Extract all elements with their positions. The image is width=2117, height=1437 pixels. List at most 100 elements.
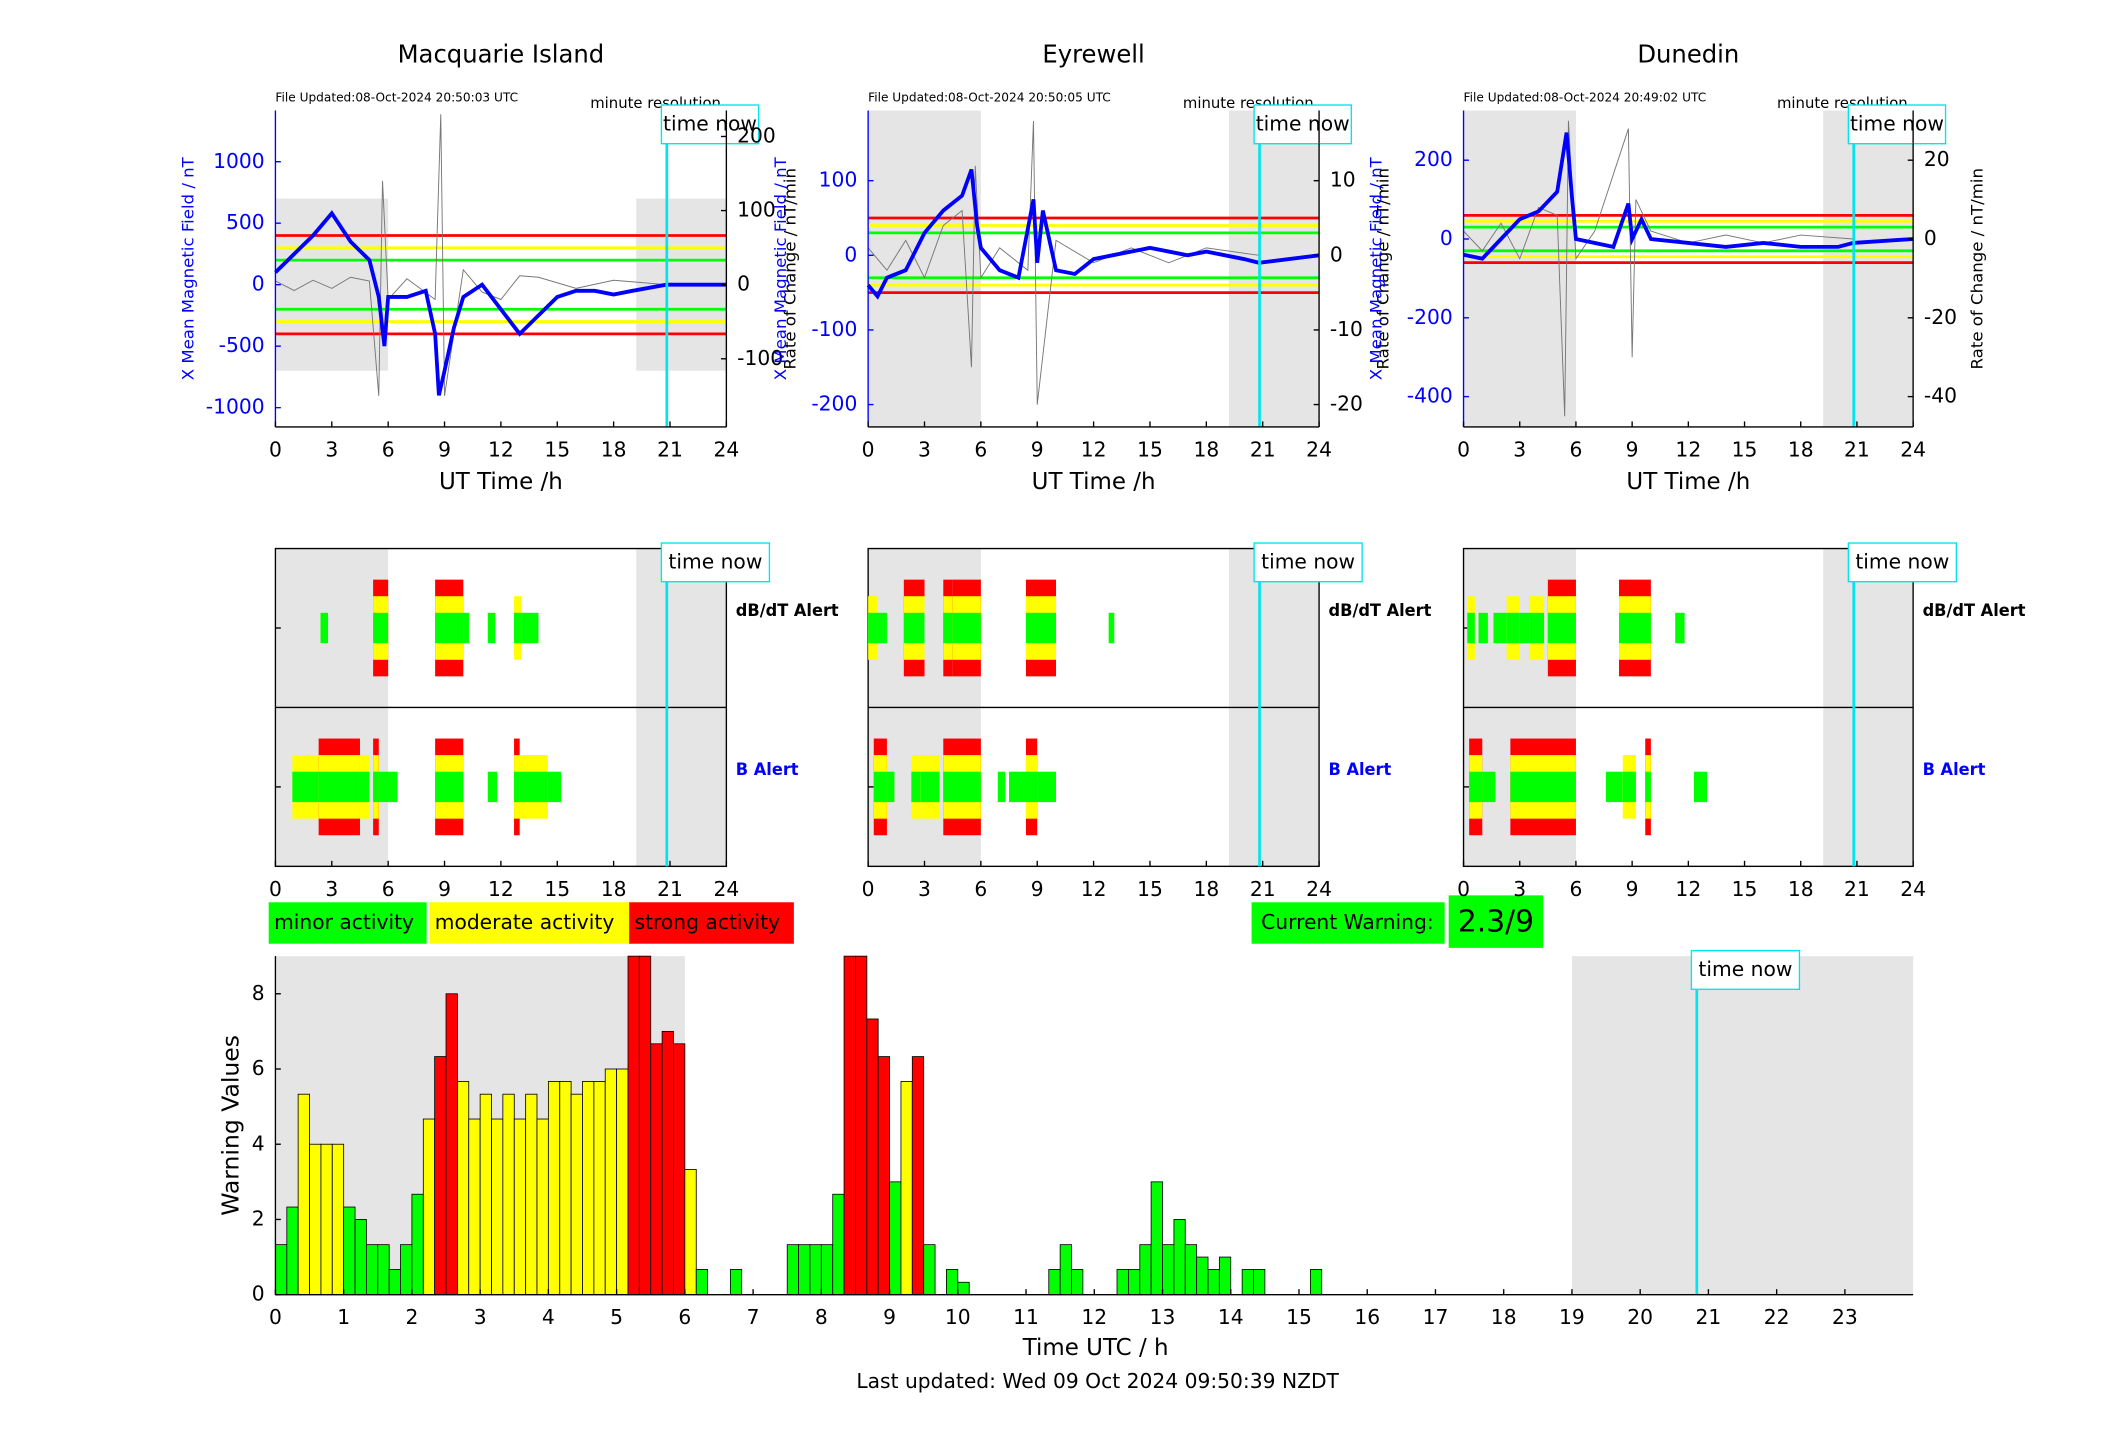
bar <box>491 1118 504 1296</box>
bar <box>900 1080 913 1296</box>
bar <box>388 1269 401 1296</box>
y2-tick-label: 10 <box>1330 168 1356 192</box>
x-tick-label: 0 <box>862 877 875 901</box>
bar <box>1184 1244 1198 1296</box>
bar <box>798 1244 811 1296</box>
y-tick-label: 100 <box>819 168 858 192</box>
x-tick-label: 15 <box>1732 877 1758 901</box>
x-tick-label: 18 <box>1193 877 1219 901</box>
x-tick-label: 18 <box>1491 1305 1517 1329</box>
x-tick-label: 24 <box>1306 877 1332 901</box>
alert-span <box>1009 771 1026 803</box>
x-tick-label: 0 <box>269 1305 282 1329</box>
alert-span <box>1605 771 1623 803</box>
legend-swatch <box>429 902 630 944</box>
x-tick-label: 11 <box>1013 1305 1039 1329</box>
legend-swatch <box>629 902 794 944</box>
y2-axis-label: Rate of Change / nT/min <box>781 168 800 369</box>
x-tick-label: 1 <box>337 1305 350 1329</box>
bar <box>434 1056 447 1296</box>
bar <box>1071 1269 1084 1296</box>
alert-span <box>1619 612 1651 644</box>
time-now-label: time now <box>1256 111 1350 135</box>
bar <box>502 1093 515 1296</box>
night-shading <box>275 198 389 371</box>
x-tick-label: 18 <box>601 437 627 461</box>
night-shading <box>1823 110 1914 427</box>
alert-span <box>1675 612 1685 644</box>
time-now-box <box>1690 949 1801 991</box>
bar <box>604 1068 618 1296</box>
current-warning-label: Current Warning: <box>1261 910 1434 934</box>
x-tick-label: 15 <box>1137 877 1163 901</box>
alert-span <box>320 612 329 644</box>
x-tick-label: 15 <box>1137 437 1163 461</box>
x-tick-label: 21 <box>1250 877 1276 901</box>
night-shading <box>1228 110 1320 427</box>
time-now-box <box>1847 542 1958 583</box>
x-tick-label: 15 <box>1286 1305 1312 1329</box>
x-tick-label: 24 <box>1900 877 1926 901</box>
row-label: dB/dT Alert <box>1329 601 1432 620</box>
time-now-label: time now <box>1261 549 1355 573</box>
alert-span <box>487 612 496 644</box>
alert-span <box>373 771 379 803</box>
x-axis-label: Time UTC / h <box>1022 1334 1169 1361</box>
alert-span <box>1510 771 1576 803</box>
alert-span <box>952 612 981 644</box>
x-tick-label: 10 <box>945 1305 971 1329</box>
x-tick-label: 3 <box>918 877 931 901</box>
x-tick-label: 12 <box>1081 1305 1107 1329</box>
bar <box>1127 1269 1141 1296</box>
time-now-box <box>1847 104 1947 145</box>
alert-span <box>943 612 953 644</box>
bar <box>547 1080 561 1296</box>
x-tick-label: 6 <box>382 877 395 901</box>
alert-span <box>1025 771 1038 803</box>
bar <box>1139 1244 1152 1296</box>
y2-tick-label: 0 <box>737 272 750 296</box>
bar <box>309 1143 322 1296</box>
chart-title: Eyrewell <box>1042 39 1144 68</box>
alert-span <box>435 612 464 644</box>
x-tick-label: 23 <box>1832 1305 1858 1329</box>
x-tick-label: 0 <box>269 877 282 901</box>
bar <box>1196 1256 1209 1296</box>
alert-span <box>378 771 398 803</box>
alert-span <box>868 612 878 644</box>
bar <box>923 1244 936 1296</box>
x-tick-label: 4 <box>542 1305 555 1329</box>
x-tick-label: 9 <box>1031 437 1044 461</box>
alert-span <box>292 771 319 803</box>
y-tick-label: 0 <box>1440 226 1453 250</box>
x-tick-label: 0 <box>1457 877 1470 901</box>
x-tick-label: 18 <box>1788 437 1814 461</box>
current-warning-value: 2.3/9 <box>1458 904 1534 939</box>
bar <box>593 1080 606 1296</box>
y-tick-label: 500 <box>226 210 265 234</box>
bar <box>832 1193 845 1296</box>
alert-span <box>519 771 548 803</box>
bar <box>616 1068 629 1296</box>
file-updated: File Updated:08-Oct-2024 20:50:03 UTC <box>275 91 518 105</box>
bar <box>843 955 856 1296</box>
y2-tick-label: -20 <box>1924 305 1957 329</box>
rate-line <box>275 114 667 396</box>
alert-span <box>1482 771 1496 803</box>
time-now-box <box>660 104 760 145</box>
alert-span <box>911 771 921 803</box>
bar <box>320 1143 333 1296</box>
y2-tick-label: -40 <box>1924 383 1957 407</box>
y-axis-label: X Mean Magnetic Field / nT <box>179 156 198 380</box>
night-shading <box>1463 110 1576 427</box>
x-tick-label: 15 <box>544 437 570 461</box>
x-tick-label: 6 <box>974 437 987 461</box>
y2-tick-label: 0 <box>1330 242 1343 266</box>
bar <box>946 1269 959 1296</box>
y-tick-label: 4 <box>252 1131 265 1155</box>
bar <box>820 1244 834 1296</box>
y-tick-label: 0 <box>252 272 265 296</box>
alert-span <box>997 771 1006 803</box>
bar <box>911 1056 925 1296</box>
x-tick-label: 16 <box>1354 1305 1380 1329</box>
